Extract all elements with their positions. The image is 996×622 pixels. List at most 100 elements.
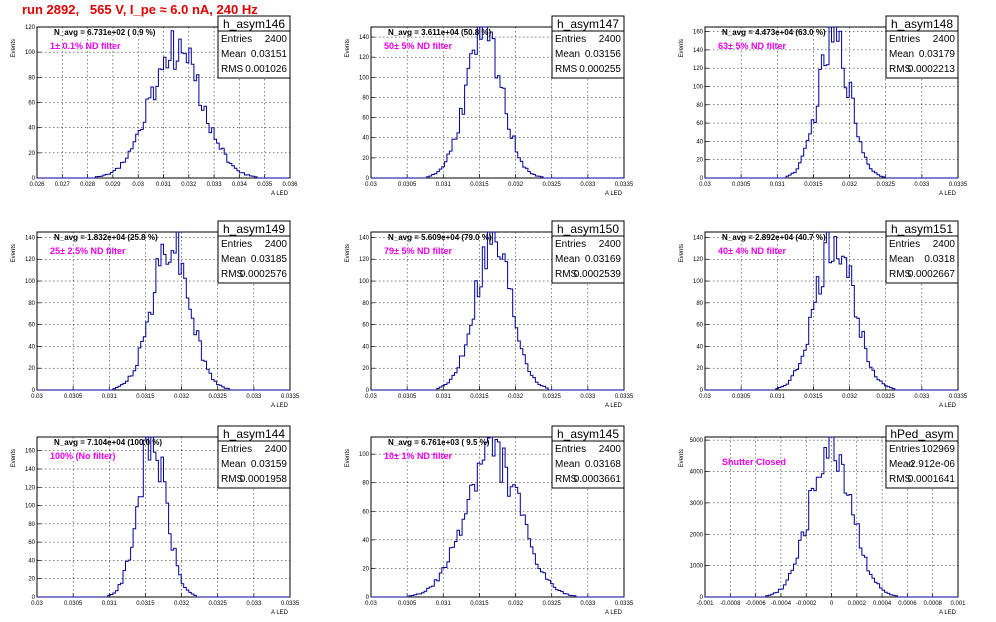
- x-tick-label: 0.034: [232, 182, 248, 188]
- y-tick-label: 4000: [690, 470, 704, 476]
- y-tick-label: 40: [362, 538, 369, 544]
- stats-entries-label: Entries: [555, 34, 586, 45]
- x-tick-label: 0.031: [436, 394, 452, 400]
- y-axis-label: Events: [679, 244, 685, 262]
- stats-entries-label: Entries: [221, 34, 252, 45]
- n-avg-label: N_avg = 2.892e+04 (40.7 %): [722, 233, 826, 242]
- x-tick-label: 0.0335: [949, 182, 968, 188]
- x-tick-label: 0.0335: [281, 394, 300, 400]
- x-axis-label: A LED: [605, 610, 623, 616]
- y-tick-label: 40: [28, 558, 35, 564]
- n-avg-label: N_avg = 1.832e+04 (25.8 %): [54, 233, 158, 242]
- y-axis-label: Events: [345, 244, 351, 262]
- x-tick-label: 0.035: [257, 182, 273, 188]
- x-tick-label: 0.03: [132, 182, 144, 188]
- y-tick-label: 2000: [690, 532, 704, 538]
- y-tick-label: 120: [25, 257, 36, 263]
- stats-histogram-name: h_asym149: [223, 222, 285, 236]
- histogram-line: [705, 26, 958, 179]
- y-tick-label: 20: [696, 158, 703, 164]
- stats-entries-label: Entries: [555, 444, 586, 455]
- x-tick-label: 0.0315: [470, 601, 489, 607]
- stats-mean-value: 0.03168: [585, 459, 622, 470]
- stats-box: [217, 425, 291, 489]
- histogram-line: [371, 436, 624, 598]
- histogram-panel-h_asym145: 0.03 0.0305 0.031 0.0315 0.032 0.0325 0.033 0.0…: [345, 425, 634, 616]
- x-tick-label: 0.032: [842, 182, 858, 188]
- y-tick-label: 20: [362, 366, 369, 372]
- filter-label: 79± 5% ND filter: [384, 246, 452, 256]
- x-tick-label: 0.0335: [615, 394, 634, 400]
- stats-rms-label: RMS: [555, 269, 578, 280]
- x-tick-label: 0.036: [282, 182, 298, 188]
- stats-mean-label: Mean: [889, 49, 914, 60]
- x-tick-label: 0.0008: [924, 601, 943, 607]
- stats-mean-label: Mean: [221, 49, 246, 60]
- histogram-panel-h_asym144: 0.03 0.0305 0.031 0.0315 0.032 0.0325 0.033 0.0…: [11, 425, 300, 616]
- stats-mean-value: 0.03151: [251, 49, 288, 60]
- y-tick-label: 80: [362, 95, 369, 101]
- x-tick-label: 0.031: [102, 601, 118, 607]
- stats-mean-label: Mean: [555, 49, 580, 60]
- x-tick-label: 0.0315: [470, 394, 489, 400]
- stats-rms-label: RMS: [221, 269, 244, 280]
- y-tick-label: 100: [693, 84, 704, 90]
- filter-label: 50± 5% ND filter: [384, 41, 452, 51]
- y-tick-label: 160: [25, 449, 36, 455]
- y-tick-label: 140: [693, 48, 704, 54]
- filter-label: 1± 0.1% ND filter: [50, 41, 121, 51]
- x-tick-label: 0.001: [950, 601, 966, 607]
- x-tick-label: 0.0305: [732, 394, 751, 400]
- x-tick-label: -0.0006: [745, 601, 766, 607]
- y-tick-label: 80: [696, 301, 703, 307]
- filter-label: 100% (No filter): [50, 451, 116, 461]
- stats-mean-value: 0.03156: [585, 49, 622, 60]
- stats-rms-value: 0.0001641: [908, 474, 956, 485]
- x-tick-label: 0.0335: [949, 394, 968, 400]
- histogram-panel-h_asym148: 0.03 0.0305 0.031 0.0315 0.032 0.0325 0.033 0.0…: [679, 15, 968, 197]
- y-tick-label: 40: [696, 139, 703, 145]
- stats-rms-value: 0.0002539: [574, 269, 622, 280]
- stats-rms-label: RMS: [889, 474, 912, 485]
- y-tick-label: 0: [32, 595, 36, 601]
- stats-rms-label: RMS: [555, 64, 578, 75]
- x-tick-label: 0.0325: [209, 601, 228, 607]
- x-tick-label: 0.033: [246, 394, 262, 400]
- y-tick-label: 120: [693, 257, 704, 263]
- x-tick-label: 0.03: [699, 394, 711, 400]
- y-tick-label: 0: [700, 595, 704, 601]
- stats-rms-value: 0.001026: [245, 64, 287, 75]
- x-tick-label: 0.029: [105, 182, 121, 188]
- x-tick-label: 0.033: [580, 182, 596, 188]
- x-tick-label: 0.0315: [470, 182, 489, 188]
- x-axis-label: A LED: [605, 191, 623, 197]
- n-avg-label: N_avg = 4.473e+04 (63.0 %): [722, 28, 826, 37]
- y-tick-label: 60: [362, 509, 369, 515]
- x-tick-label: 0.0305: [398, 394, 417, 400]
- stats-box: [217, 15, 291, 79]
- x-tick-label: 0.0315: [136, 601, 155, 607]
- y-tick-label: 80: [28, 75, 35, 81]
- x-axis-label: A LED: [939, 191, 957, 197]
- x-tick-label: 0.031: [102, 394, 118, 400]
- stats-mean-label: Mean: [221, 459, 246, 470]
- n-avg-label: N_avg = 5.609e+04 (79.0 %): [388, 233, 492, 242]
- x-tick-label: -0.0004: [771, 601, 792, 607]
- x-tick-label: 0.03: [699, 182, 711, 188]
- x-axis-label: A LED: [271, 191, 289, 197]
- histogram-line: [705, 231, 958, 391]
- y-tick-label: 20: [28, 366, 35, 372]
- stats-entries-label: Entries: [221, 239, 252, 250]
- x-axis-label: A LED: [271, 610, 289, 616]
- stats-entries-value: 2400: [599, 444, 622, 455]
- x-tick-label: 0.0325: [543, 394, 562, 400]
- n-avg-label: N_avg = 3.611e+04 (50.8 %): [388, 28, 492, 37]
- y-tick-label: 60: [28, 323, 35, 329]
- y-tick-label: 60: [28, 101, 35, 107]
- histogram-panel-h_asym150: 0.03 0.0305 0.031 0.0315 0.032 0.0325 0.033 0.0…: [345, 220, 634, 409]
- stats-mean-value: 0.03185: [251, 254, 288, 265]
- n-avg-label: N_avg = 6.761e+03 ( 9.5 %): [388, 438, 490, 447]
- stats-box: [885, 15, 959, 79]
- y-tick-label: 60: [28, 540, 35, 546]
